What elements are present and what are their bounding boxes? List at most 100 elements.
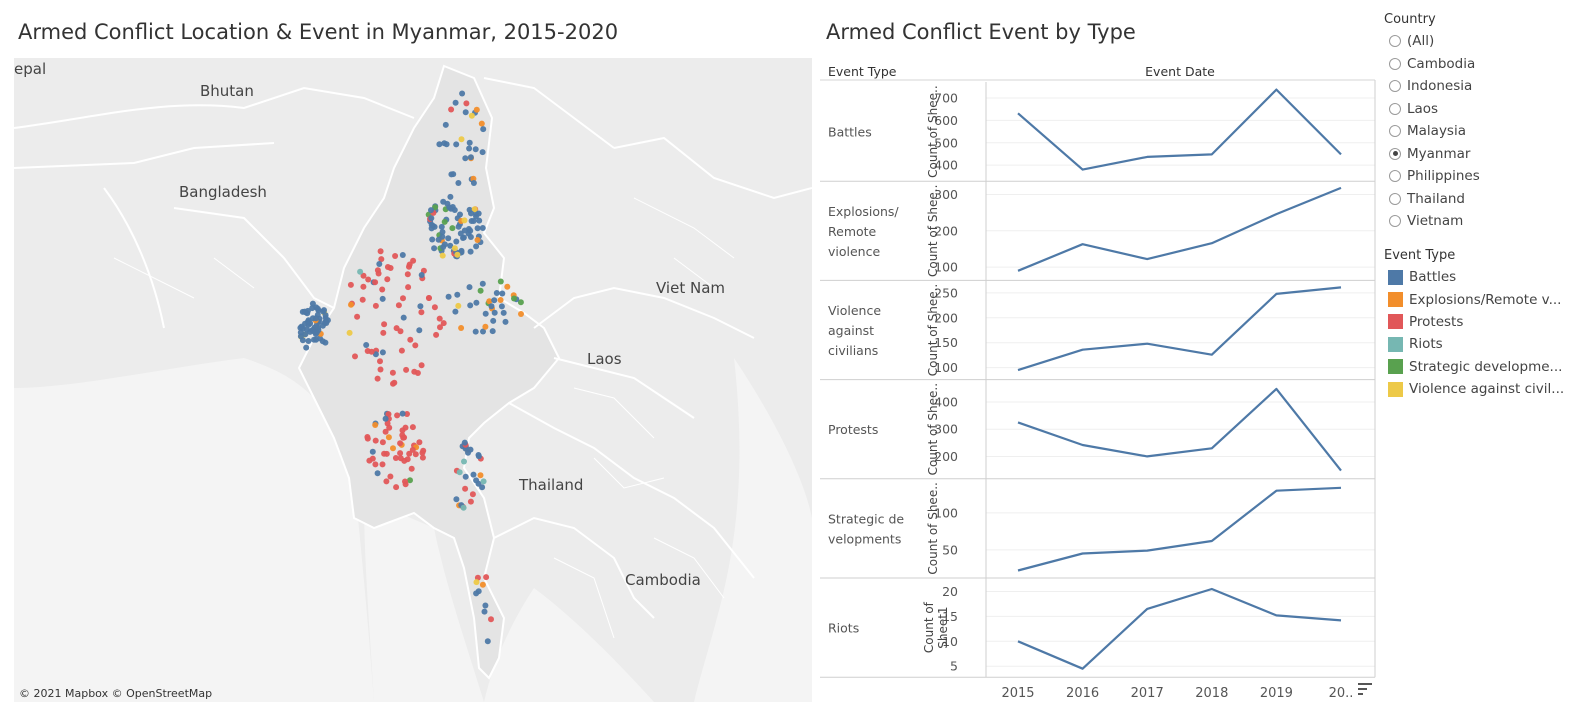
- event-dot[interactable]: [478, 120, 485, 127]
- event-dot[interactable]: [435, 236, 442, 243]
- event-dot[interactable]: [379, 295, 386, 302]
- event-dot[interactable]: [397, 450, 404, 457]
- event-dot[interactable]: [309, 305, 316, 312]
- country-option-thailand[interactable]: Thailand: [1384, 188, 1574, 211]
- event-dot[interactable]: [379, 286, 386, 293]
- event-dot[interactable]: [439, 252, 446, 259]
- event-dot[interactable]: [497, 278, 504, 285]
- event-dot[interactable]: [475, 453, 482, 460]
- event-dot[interactable]: [439, 229, 446, 235]
- event-dot[interactable]: [497, 297, 504, 303]
- event-dot[interactable]: [433, 331, 440, 338]
- event-dot[interactable]: [364, 434, 371, 440]
- data-point[interactable]: [1210, 152, 1214, 156]
- event-dot[interactable]: [472, 146, 479, 153]
- event-dot[interactable]: [372, 302, 379, 309]
- data-point[interactable]: [1339, 618, 1343, 622]
- event-dot[interactable]: [500, 309, 507, 316]
- event-dot[interactable]: [399, 410, 406, 417]
- event-dot[interactable]: [420, 447, 427, 454]
- event-dot[interactable]: [473, 590, 480, 597]
- radio-button[interactable]: [1389, 35, 1401, 48]
- data-point[interactable]: [1339, 152, 1343, 156]
- data-point[interactable]: [1274, 88, 1278, 92]
- country-option-malaysia[interactable]: Malaysia: [1384, 120, 1574, 143]
- data-point[interactable]: [1016, 569, 1020, 573]
- event-dot[interactable]: [470, 471, 477, 478]
- event-dot[interactable]: [385, 434, 392, 441]
- sort-icon[interactable]: [1358, 683, 1372, 695]
- event-dot[interactable]: [303, 326, 310, 333]
- data-point[interactable]: [1081, 348, 1085, 352]
- series-line[interactable]: [1017, 186, 1342, 272]
- event-dot[interactable]: [490, 317, 497, 324]
- event-dot[interactable]: [462, 473, 469, 480]
- event-dot[interactable]: [466, 145, 473, 152]
- event-dot[interactable]: [480, 478, 487, 485]
- event-dot[interactable]: [477, 287, 484, 294]
- event-dot[interactable]: [377, 358, 383, 365]
- event-dot[interactable]: [445, 293, 452, 300]
- event-dot[interactable]: [419, 454, 426, 461]
- event-dot[interactable]: [416, 439, 423, 446]
- event-dot[interactable]: [372, 437, 379, 444]
- data-point[interactable]: [1274, 387, 1278, 391]
- event-dot[interactable]: [431, 304, 438, 311]
- data-point[interactable]: [1145, 549, 1149, 553]
- event-dot[interactable]: [499, 290, 506, 297]
- event-dot[interactable]: [369, 448, 376, 455]
- legend-item[interactable]: Protests: [1384, 311, 1574, 333]
- data-point[interactable]: [1145, 454, 1149, 458]
- event-dot[interactable]: [406, 261, 413, 268]
- event-dot[interactable]: [449, 225, 456, 232]
- event-dot[interactable]: [401, 434, 408, 441]
- event-dot[interactable]: [456, 469, 463, 476]
- event-dot[interactable]: [403, 366, 410, 373]
- event-dot[interactable]: [412, 342, 419, 349]
- event-dot[interactable]: [414, 370, 421, 376]
- event-dot[interactable]: [426, 295, 432, 301]
- event-dot[interactable]: [311, 336, 317, 343]
- event-dot[interactable]: [363, 342, 370, 348]
- event-dot[interactable]: [504, 283, 511, 290]
- event-dot[interactable]: [404, 271, 411, 278]
- event-dot[interactable]: [400, 295, 406, 302]
- event-dot[interactable]: [429, 236, 436, 243]
- event-dot[interactable]: [347, 281, 354, 288]
- event-dot[interactable]: [398, 347, 405, 354]
- event-dot[interactable]: [436, 141, 443, 148]
- event-dot[interactable]: [377, 366, 384, 373]
- event-dot[interactable]: [470, 218, 477, 224]
- event-dot[interactable]: [467, 446, 474, 453]
- event-dot[interactable]: [441, 241, 448, 248]
- event-dot[interactable]: [381, 321, 388, 328]
- event-dot[interactable]: [417, 303, 424, 310]
- data-point[interactable]: [1210, 353, 1214, 357]
- data-point[interactable]: [1274, 212, 1278, 216]
- data-point[interactable]: [1016, 420, 1020, 424]
- event-dot[interactable]: [382, 428, 389, 435]
- event-dot[interactable]: [479, 280, 486, 287]
- event-dot[interactable]: [436, 315, 443, 322]
- series-line[interactable]: [1017, 486, 1342, 572]
- legend-item[interactable]: Strategic developme...: [1384, 356, 1574, 378]
- country-option-cambodia[interactable]: Cambodia: [1384, 53, 1574, 76]
- data-point[interactable]: [1339, 186, 1343, 190]
- event-dot[interactable]: [459, 90, 466, 97]
- event-dot[interactable]: [409, 446, 416, 453]
- radio-button[interactable]: [1389, 170, 1401, 183]
- event-dot[interactable]: [374, 375, 381, 382]
- event-dot[interactable]: [384, 276, 391, 283]
- event-dot[interactable]: [392, 253, 399, 259]
- event-dot[interactable]: [447, 193, 454, 200]
- series-line[interactable]: [1017, 286, 1342, 372]
- event-dot[interactable]: [440, 320, 447, 327]
- event-dot[interactable]: [473, 579, 480, 586]
- event-dot[interactable]: [303, 344, 310, 351]
- event-dot[interactable]: [376, 261, 383, 267]
- event-dot[interactable]: [428, 207, 434, 214]
- data-point[interactable]: [1145, 342, 1149, 346]
- event-dot[interactable]: [416, 327, 423, 334]
- event-dot[interactable]: [454, 291, 461, 298]
- event-dot[interactable]: [385, 411, 392, 418]
